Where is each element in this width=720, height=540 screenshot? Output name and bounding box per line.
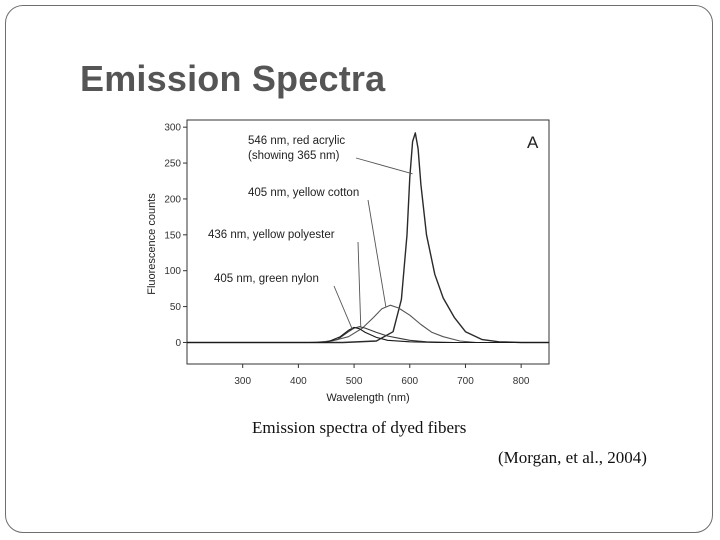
- x-tick-label: 500: [346, 376, 363, 387]
- figure-caption: Emission spectra of dyed fibers: [252, 418, 467, 437]
- annotation-leader-line: [367, 199, 387, 307]
- annotation-leader-line: [355, 157, 413, 175]
- plot-area: [186, 119, 550, 365]
- annotation-label: (showing 365 nm): [248, 150, 340, 162]
- x-tick-label: 600: [401, 376, 418, 387]
- annotation-label: 405 nm, green nylon: [214, 273, 319, 285]
- y-tick-label: 50: [170, 302, 182, 313]
- y-tick-label: 200: [164, 194, 181, 205]
- annotation-label: 546 nm, red acrylic: [248, 135, 345, 147]
- annotation-label: 436 nm, yellow polyester: [208, 229, 335, 241]
- annotation-leader-line: [333, 285, 353, 330]
- x-tick-label: 700: [457, 376, 474, 387]
- series-line-1: [187, 132, 549, 344]
- citation: (Morgan, et al., 2004): [498, 448, 647, 467]
- y-tick-label: 250: [164, 159, 181, 170]
- y-tick-label: 100: [164, 266, 181, 277]
- y-tick-label: 300: [164, 123, 181, 134]
- annotation-label: 405 nm, yellow cotton: [248, 187, 359, 199]
- y-tick-label: 150: [164, 230, 181, 241]
- series-line-4: [187, 326, 549, 344]
- annotation-leader-line: [357, 241, 362, 327]
- x-tick-label: 400: [290, 376, 307, 387]
- x-axis-title: Wavelength (nm): [326, 392, 409, 404]
- axis-ticks: 300 400 500 600 700 800 0 50 100 150 200 250 300: [164, 123, 530, 387]
- annotation-group: 546 nm, red acrylic (showing 365 nm) 405 n…: [208, 135, 413, 330]
- y-axis-title: Fluorescence counts: [146, 193, 158, 295]
- series-line-2: [187, 304, 549, 344]
- y-tick-label: 0: [175, 338, 181, 349]
- series-line-3: [187, 326, 549, 344]
- slide-title: Emission Spectra: [80, 58, 386, 99]
- x-tick-label: 300: [234, 376, 251, 387]
- panel-label: A: [527, 133, 539, 152]
- series-group: [187, 132, 549, 344]
- x-tick-label: 800: [513, 376, 530, 387]
